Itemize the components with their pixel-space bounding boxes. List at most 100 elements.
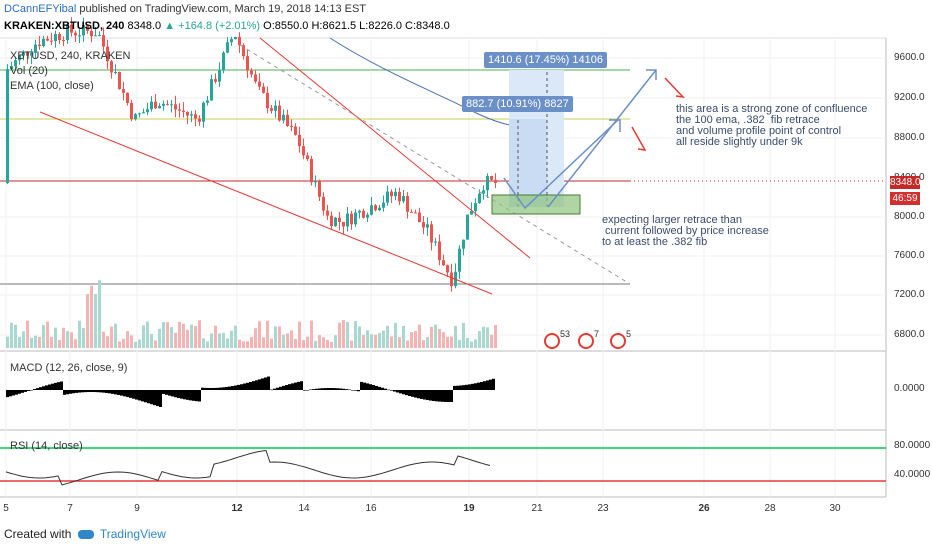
macd-bar bbox=[318, 388, 321, 390]
volume-bar bbox=[406, 340, 409, 348]
macd-bar bbox=[48, 384, 51, 390]
macd-bar bbox=[120, 390, 123, 396]
macd-bar bbox=[456, 385, 459, 390]
volume-bar bbox=[250, 336, 253, 348]
candle-body bbox=[322, 196, 325, 211]
macd-bar bbox=[105, 390, 108, 393]
macd-bar bbox=[372, 385, 375, 390]
volume-bar bbox=[174, 332, 177, 348]
volume-bar bbox=[426, 336, 429, 348]
macd-bar bbox=[402, 390, 405, 395]
volume-bar bbox=[198, 320, 201, 348]
macd-bar bbox=[225, 386, 228, 390]
volume-bar bbox=[386, 325, 389, 348]
macd-bar bbox=[177, 390, 180, 398]
macd-bar bbox=[351, 390, 354, 391]
volume-bar bbox=[166, 322, 169, 348]
publish-header: DCannEFYibal published on TradingView.co… bbox=[4, 3, 366, 15]
support-zone bbox=[491, 194, 581, 215]
macd-bar bbox=[183, 390, 186, 400]
volume-bar bbox=[394, 322, 397, 348]
tradingview-brand-link[interactable]: TradingView bbox=[99, 527, 166, 541]
macd-bar bbox=[87, 390, 90, 393]
macd-bar bbox=[279, 386, 282, 390]
macd-bar bbox=[264, 377, 267, 390]
macd-bar bbox=[477, 382, 480, 390]
candle-body bbox=[314, 180, 317, 183]
candle-body bbox=[450, 272, 453, 287]
volume-bar bbox=[374, 334, 377, 348]
volume-bar bbox=[178, 321, 181, 348]
candle-body bbox=[490, 175, 493, 180]
macd-bar bbox=[306, 390, 309, 391]
volume-bar bbox=[62, 327, 65, 348]
time-tick: 12 bbox=[231, 503, 243, 514]
candle-body bbox=[114, 71, 117, 73]
volume-bar bbox=[42, 324, 45, 348]
volume-bar bbox=[50, 336, 53, 348]
candle-body bbox=[434, 241, 437, 243]
volume-bar bbox=[290, 330, 293, 348]
arrowhead-high bbox=[646, 69, 657, 80]
macd-bar bbox=[147, 390, 150, 404]
macd-label: MACD (12, 26, close, 9) bbox=[10, 362, 128, 374]
candle-body bbox=[142, 112, 145, 114]
macd-bar bbox=[447, 390, 450, 402]
main-pane-title: XBTUSD, 240, KRAKEN bbox=[10, 50, 131, 62]
macd-bar bbox=[69, 390, 72, 394]
candle-body bbox=[430, 224, 433, 243]
macd-bar bbox=[75, 390, 78, 393]
volume-bar bbox=[134, 341, 137, 348]
candle-body bbox=[66, 24, 69, 41]
macd-bar bbox=[168, 390, 171, 396]
candle-body bbox=[346, 213, 349, 227]
candle-body bbox=[214, 79, 217, 82]
event-count: 53 bbox=[560, 329, 570, 339]
macd-bar bbox=[438, 390, 441, 402]
candle-body bbox=[94, 35, 97, 37]
macd-bar bbox=[153, 390, 156, 406]
macd-bar bbox=[339, 388, 342, 390]
candle-body bbox=[442, 260, 445, 266]
volume-bar bbox=[242, 341, 245, 348]
candle-body bbox=[334, 217, 337, 227]
volume-bar bbox=[158, 328, 161, 348]
macd-bar bbox=[252, 381, 255, 390]
event-flag-icon bbox=[544, 333, 560, 349]
candle-body bbox=[194, 114, 197, 119]
macd-bar bbox=[114, 390, 117, 395]
macd-bar bbox=[108, 390, 111, 394]
volume-bar bbox=[154, 340, 157, 348]
candle-body bbox=[458, 248, 461, 272]
macd-bar bbox=[219, 387, 222, 390]
macd-bar bbox=[399, 390, 402, 394]
macd-bar bbox=[150, 390, 153, 405]
macd-bar bbox=[96, 390, 99, 393]
macd-bar bbox=[111, 390, 114, 394]
macd-bar bbox=[78, 390, 81, 393]
candle-body bbox=[54, 34, 57, 42]
time-tick: 26 bbox=[698, 503, 710, 514]
author-link[interactable]: DCannEFYibal bbox=[4, 3, 77, 15]
tradingview-logo-icon bbox=[77, 530, 94, 540]
volume-bar bbox=[218, 333, 221, 348]
candle-body bbox=[58, 34, 61, 41]
macd-bar bbox=[102, 390, 105, 393]
macd-bar bbox=[81, 390, 84, 393]
macd-bar bbox=[45, 385, 48, 390]
volume-bar bbox=[38, 336, 41, 348]
volume-bar bbox=[430, 326, 433, 348]
time-tick: 30 bbox=[829, 503, 841, 514]
macd-bar bbox=[210, 387, 213, 390]
macd-bar bbox=[15, 390, 18, 395]
time-tick: 9 bbox=[134, 503, 140, 514]
volume-bar bbox=[222, 332, 225, 348]
macd-bar bbox=[321, 388, 324, 390]
candle-body bbox=[138, 113, 141, 115]
volume-bar bbox=[262, 337, 265, 348]
candle-body bbox=[150, 101, 153, 110]
macd-bar bbox=[462, 385, 465, 390]
candle-body bbox=[414, 212, 417, 214]
candle-body bbox=[26, 51, 29, 56]
